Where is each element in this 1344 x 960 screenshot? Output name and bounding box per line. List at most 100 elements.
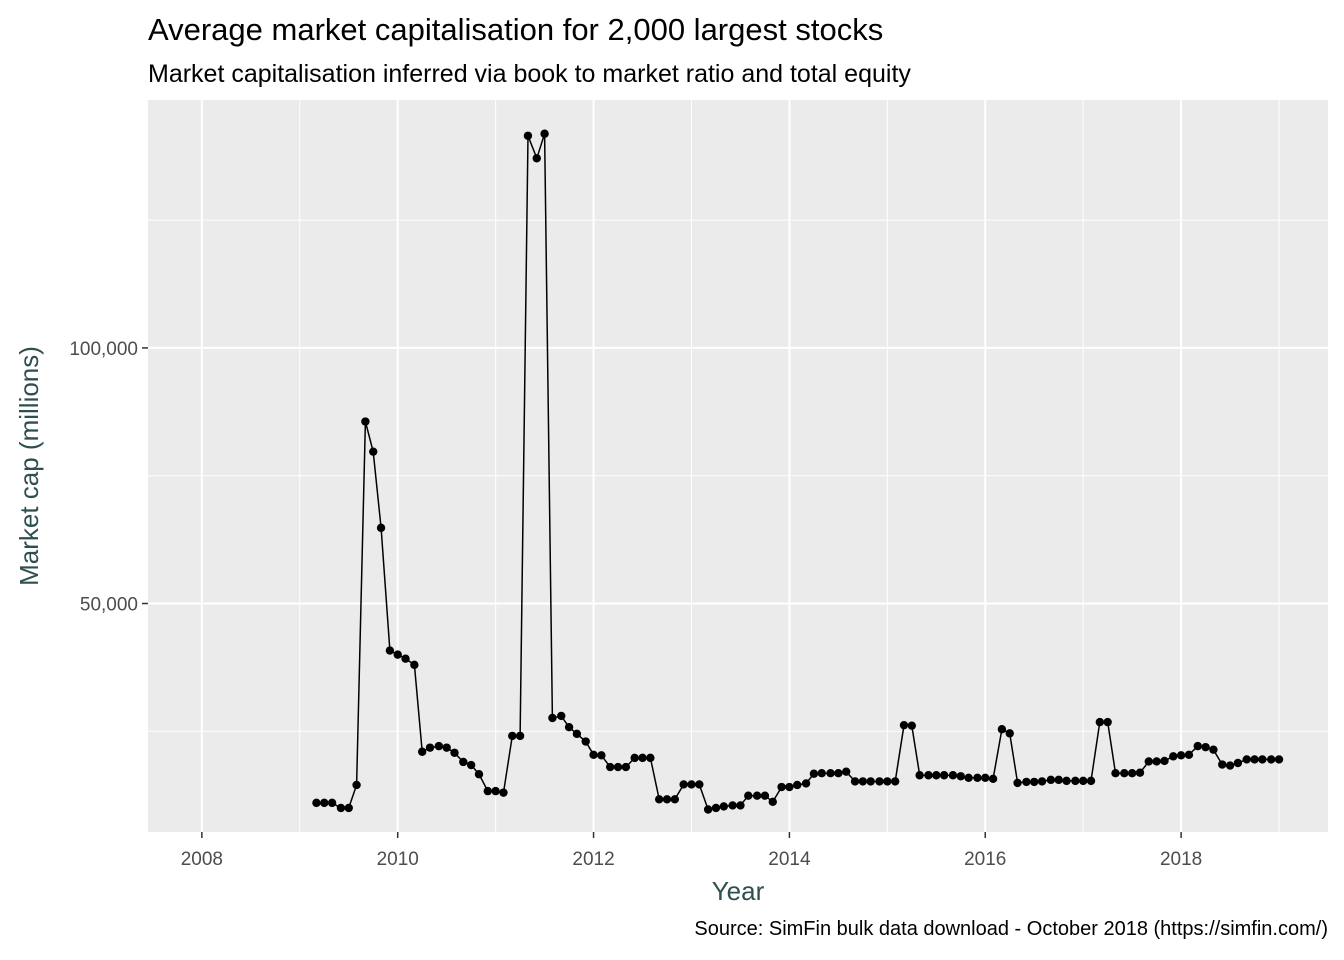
data-point bbox=[369, 447, 378, 456]
data-point bbox=[327, 798, 337, 808]
data-point bbox=[646, 753, 655, 763]
data-point bbox=[557, 711, 566, 721]
data-point bbox=[875, 777, 884, 786]
data-point bbox=[376, 523, 386, 533]
x-axis-title: Year bbox=[712, 876, 765, 906]
data-point bbox=[613, 762, 623, 772]
data-point bbox=[679, 780, 688, 789]
data-point bbox=[1095, 717, 1105, 727]
data-point bbox=[1250, 755, 1259, 764]
data-point bbox=[834, 769, 843, 778]
data-point bbox=[361, 417, 370, 426]
data-point bbox=[564, 723, 574, 732]
data-point bbox=[817, 769, 826, 778]
data-point bbox=[728, 801, 737, 810]
data-point bbox=[768, 797, 777, 807]
data-point bbox=[1169, 752, 1178, 761]
data-point bbox=[1193, 741, 1202, 751]
data-point bbox=[1054, 775, 1063, 785]
data-point bbox=[572, 729, 582, 739]
chart-caption: Source: SimFin bulk data download - Octo… bbox=[694, 918, 1328, 940]
data-point bbox=[1225, 761, 1235, 770]
major-gridlines bbox=[148, 100, 1328, 832]
data-point bbox=[1152, 757, 1161, 766]
x-tick-label: 2018 bbox=[1160, 849, 1202, 870]
data-point bbox=[932, 771, 941, 780]
data-point bbox=[434, 741, 444, 751]
data-point bbox=[1258, 755, 1267, 764]
data-point bbox=[809, 769, 819, 778]
x-axis: 2008 2010 2012 2014 2016 2018 bbox=[181, 832, 1202, 870]
data-point bbox=[736, 801, 745, 810]
data-point bbox=[1111, 769, 1120, 778]
data-point bbox=[344, 803, 353, 813]
data-point bbox=[662, 795, 672, 804]
chart-subtitle: Market capitalisation inferred via book … bbox=[148, 60, 911, 88]
data-point bbox=[981, 773, 990, 783]
data-point bbox=[964, 773, 973, 783]
data-point bbox=[988, 774, 998, 784]
y-axis-title: Market cap (millions) bbox=[14, 346, 44, 586]
data-point bbox=[336, 803, 346, 813]
y-tick-label: 100,000 bbox=[69, 339, 138, 360]
data-point bbox=[793, 780, 802, 790]
data-point bbox=[491, 786, 500, 796]
data-point bbox=[973, 773, 982, 783]
data-point bbox=[523, 131, 533, 140]
data-point bbox=[401, 654, 410, 663]
data-point bbox=[1103, 717, 1112, 727]
data-point bbox=[744, 791, 753, 800]
data-point bbox=[883, 777, 892, 786]
data-point bbox=[1037, 777, 1047, 786]
data-point bbox=[890, 777, 900, 786]
data-point bbox=[1242, 755, 1251, 764]
data-point bbox=[410, 660, 419, 670]
data-point bbox=[532, 154, 541, 163]
data-point bbox=[1209, 745, 1218, 754]
data-point bbox=[924, 771, 933, 780]
data-point bbox=[393, 650, 402, 659]
data-point bbox=[425, 743, 435, 752]
data-point bbox=[915, 771, 924, 780]
data-point bbox=[459, 757, 468, 767]
data-point bbox=[450, 748, 459, 757]
data-point bbox=[630, 753, 639, 763]
data-point bbox=[621, 762, 631, 772]
data-point bbox=[1062, 776, 1071, 786]
data-point bbox=[1274, 755, 1284, 764]
data-point bbox=[1144, 757, 1153, 766]
data-point bbox=[589, 750, 598, 760]
data-point bbox=[1160, 756, 1169, 766]
x-tick-label: 2008 bbox=[181, 849, 223, 870]
x-tick-label: 2012 bbox=[572, 849, 614, 870]
data-point bbox=[654, 795, 664, 804]
data-point bbox=[385, 646, 395, 655]
data-point bbox=[1135, 768, 1145, 777]
data-point bbox=[1005, 729, 1014, 738]
data-point bbox=[1078, 776, 1088, 786]
data-point bbox=[703, 805, 713, 814]
data-point bbox=[474, 770, 484, 779]
data-point bbox=[483, 786, 493, 796]
data-point bbox=[1071, 776, 1080, 786]
data-point bbox=[1022, 777, 1031, 787]
data-point bbox=[1184, 750, 1194, 760]
data-point bbox=[858, 777, 868, 786]
data-point bbox=[548, 713, 557, 723]
x-tick-label: 2014 bbox=[768, 849, 811, 870]
data-point bbox=[1013, 778, 1022, 788]
minor-gridlines bbox=[148, 100, 1328, 832]
data-point bbox=[997, 725, 1007, 734]
data-point bbox=[719, 802, 729, 811]
data-point bbox=[801, 779, 811, 788]
data-point bbox=[1218, 760, 1227, 769]
data-point bbox=[1120, 769, 1129, 778]
data-point bbox=[777, 782, 786, 792]
data-point bbox=[417, 747, 427, 756]
data-point bbox=[1201, 742, 1210, 752]
data-point bbox=[1267, 755, 1276, 764]
data-point bbox=[850, 777, 860, 786]
data-point bbox=[899, 720, 909, 730]
data-point bbox=[842, 767, 851, 776]
data-point bbox=[466, 760, 476, 770]
